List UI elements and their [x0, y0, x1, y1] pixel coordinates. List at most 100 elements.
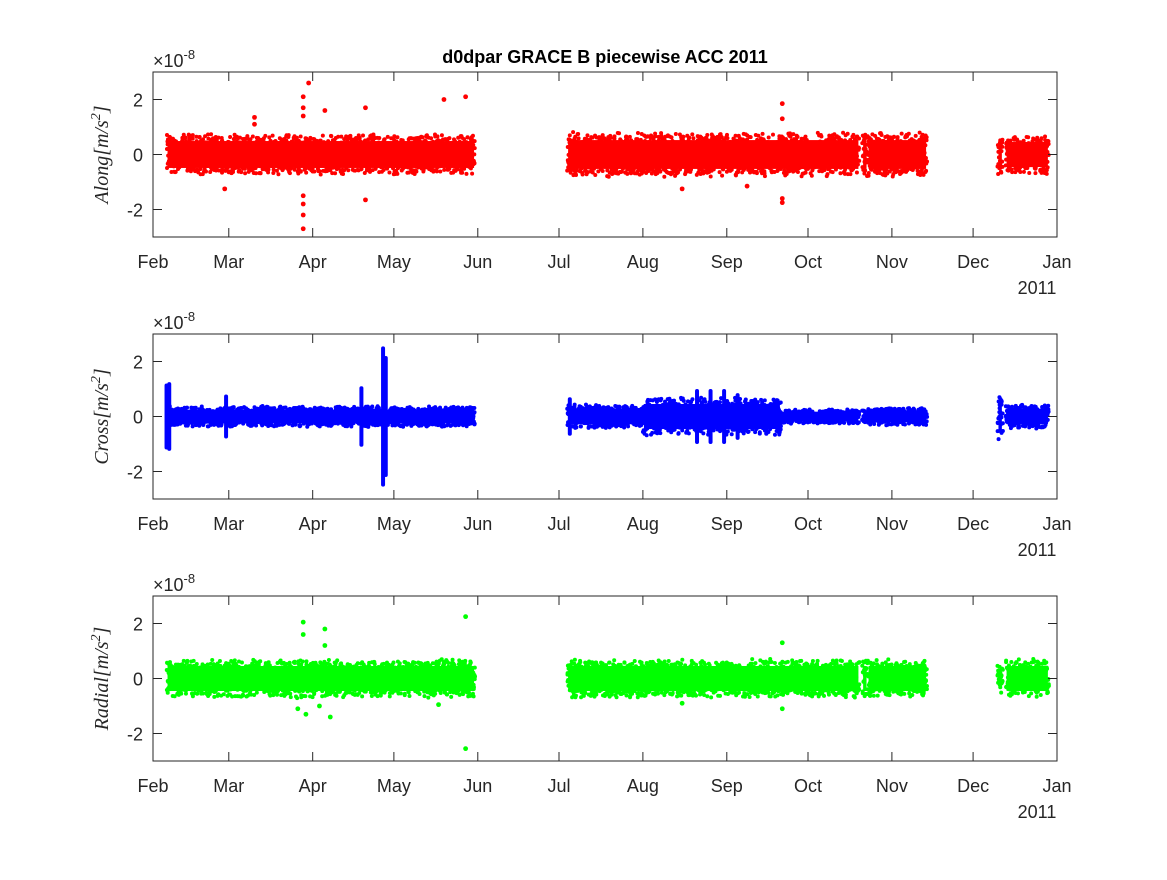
data-point — [620, 418, 624, 422]
data-point — [597, 148, 601, 152]
data-point — [385, 166, 389, 170]
data-point — [329, 134, 333, 138]
data-point-outlier — [363, 105, 368, 110]
exponent-power: -8 — [184, 47, 196, 62]
x-tick-label: Feb — [137, 252, 168, 272]
data-point — [915, 154, 919, 158]
data-point — [617, 131, 621, 135]
data-point — [851, 165, 855, 169]
data-point — [720, 174, 724, 178]
data-point — [770, 142, 774, 146]
data-point — [401, 145, 405, 149]
data-point — [856, 162, 860, 166]
data-point — [894, 155, 898, 159]
data-point — [193, 163, 197, 167]
data-point — [738, 153, 742, 157]
data-point — [834, 168, 838, 172]
data-point — [287, 133, 291, 137]
data-point — [721, 167, 725, 171]
data-point — [438, 169, 442, 173]
data-point — [639, 152, 643, 156]
data-point — [757, 143, 761, 147]
data-point — [299, 170, 303, 174]
data-point — [235, 143, 239, 147]
data-point — [471, 134, 475, 138]
data-point — [435, 134, 439, 138]
data-point — [709, 174, 713, 178]
data-point — [218, 157, 222, 161]
data-point — [796, 170, 800, 174]
data-point-outlier — [322, 108, 327, 113]
data-point — [704, 151, 708, 155]
data-point — [191, 137, 195, 141]
data-point — [577, 136, 581, 140]
data-point — [311, 164, 315, 168]
data-point — [304, 167, 308, 171]
data-point — [857, 136, 861, 140]
x-tick-label: Jan — [1042, 252, 1071, 272]
data-point — [473, 146, 477, 150]
data-point — [374, 166, 378, 170]
data-point — [755, 170, 759, 174]
data-point — [670, 135, 674, 139]
data-point — [782, 169, 786, 173]
data-point — [820, 141, 824, 145]
data-point — [435, 169, 439, 173]
data-point — [855, 154, 859, 158]
data-point — [304, 171, 308, 175]
data-point — [896, 135, 900, 139]
data-point — [469, 166, 473, 170]
data-point — [472, 161, 476, 165]
data-point — [924, 156, 928, 160]
data-point — [220, 171, 224, 175]
data-point — [574, 173, 578, 177]
data-point — [781, 151, 785, 155]
data-point — [473, 139, 477, 143]
data-point — [627, 142, 631, 146]
data-point — [616, 416, 620, 420]
data-point — [278, 147, 282, 151]
data-point — [902, 146, 906, 150]
data-point — [291, 157, 295, 161]
data-point — [852, 146, 856, 150]
data-point — [628, 153, 632, 157]
data-point — [897, 160, 901, 164]
data-point — [656, 161, 660, 165]
data-point — [356, 161, 360, 165]
data-point — [195, 147, 199, 151]
y-label-end: ] — [91, 105, 113, 114]
x-tick-label: Aug — [627, 252, 659, 272]
data-point — [857, 146, 861, 150]
data-point — [1033, 167, 1037, 171]
data-point — [769, 164, 773, 168]
data-point — [772, 153, 776, 157]
data-point — [217, 145, 221, 149]
data-point — [777, 161, 781, 165]
data-point — [440, 133, 444, 137]
data-point — [361, 134, 365, 138]
data-point — [925, 138, 929, 142]
x-tick-label: May — [377, 252, 411, 272]
data-point — [807, 164, 811, 168]
data-point — [386, 135, 390, 139]
data-point — [461, 155, 465, 159]
data-point — [200, 404, 204, 408]
data-point — [876, 151, 880, 155]
data-point — [739, 164, 743, 168]
data-point — [229, 154, 233, 158]
data-point — [282, 422, 286, 426]
data-point — [574, 140, 578, 144]
x-tick-label: Mar — [213, 252, 244, 272]
y-label-base: Along[m/s — [91, 120, 113, 206]
data-point — [243, 167, 247, 171]
data-point — [732, 152, 736, 156]
data-point — [421, 170, 425, 174]
data-point — [1046, 165, 1050, 169]
data-point — [292, 161, 296, 165]
data-point — [763, 174, 767, 178]
data-point — [1041, 143, 1045, 147]
data-point — [854, 139, 858, 143]
data-point — [1000, 138, 1004, 142]
data-point — [681, 135, 685, 139]
data-point — [1008, 139, 1012, 143]
